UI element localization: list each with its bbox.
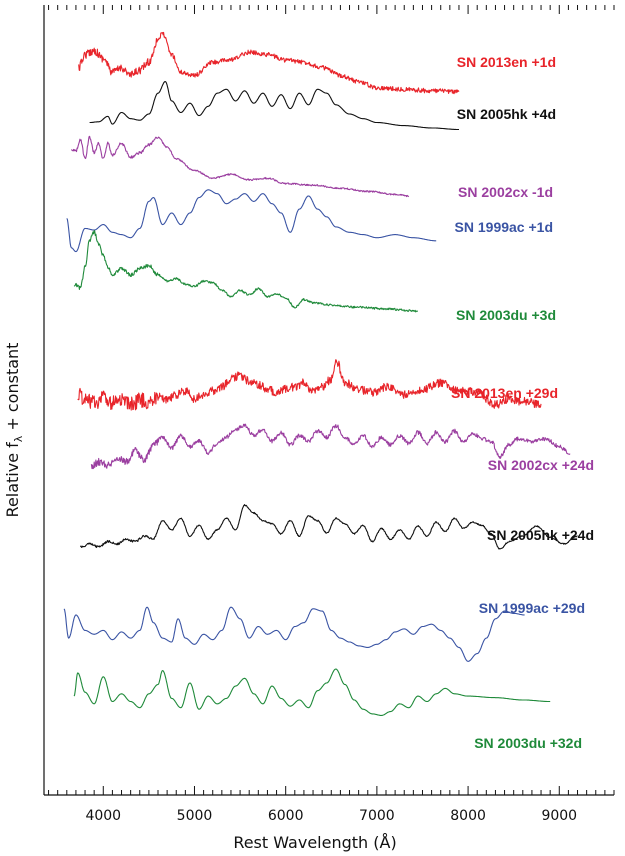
spectra-series: [63, 31, 578, 716]
series-label-sn-2003du-32d: SN 2003du +32d: [474, 735, 582, 751]
spectrum-sn-2003du-3d: [73, 230, 418, 313]
spectrum-sn-1999ac-29d: [63, 606, 525, 662]
series-label-sn-2002cx-1d: SN 2002cx -1d: [458, 184, 553, 200]
x-tick-label: 9000: [541, 808, 577, 824]
x-axis-ticks: [48, 5, 615, 795]
series-label-sn-1999ac-29d: SN 1999ac +29d: [479, 600, 585, 616]
x-axis-tick-labels: 4000 5000 6000 7000 8000 9000: [85, 808, 577, 824]
y-axis-title: Relative fλ + constant: [3, 343, 25, 518]
series-label-sn-2013en-29d: SN 2013en +29d: [451, 385, 558, 401]
series-label-sn-2013en-1d: SN 2013en +1d: [457, 54, 556, 70]
x-tick-label: 5000: [177, 808, 213, 824]
series-labels: SN 2013en +1d SN 2005hk +4d SN 2002cx -1d S…: [451, 54, 594, 751]
x-tick-label: 6000: [268, 808, 304, 824]
spectrum-sn-2013en-1d: [78, 31, 460, 95]
spectrum-sn-1999ac-1d: [66, 189, 437, 253]
plot-frame: [43, 5, 614, 796]
series-label-sn-2003du-3d: SN 2003du +3d: [456, 307, 556, 323]
spectrum-sn-2003du-32d: [73, 668, 551, 716]
spectrum-sn-2002cx-24d: [90, 423, 571, 470]
series-label-sn-2005hk-4d: SN 2005hk +4d: [457, 106, 556, 122]
y-axis-title-main: Relative f: [3, 442, 22, 518]
spectrum-sn-2002cx-1d: [70, 135, 410, 198]
x-tick-label: 7000: [359, 808, 395, 824]
series-label-sn-1999ac-1d: SN 1999ac +1d: [455, 219, 553, 235]
x-axis-title: Rest Wavelength (Å): [233, 833, 396, 852]
series-label-sn-2002cx-24d: SN 2002cx +24d: [488, 457, 594, 473]
x-tick-label: 4000: [85, 808, 121, 824]
y-axis-title-suffix: + constant: [3, 343, 22, 436]
x-tick-label: 8000: [450, 808, 486, 824]
spectrum-sn-2005hk-4d: [89, 81, 459, 131]
series-label-sn-2005hk-24d: SN 2005hk +24d: [487, 527, 594, 543]
spectrum-sn-2005hk-24d: [80, 504, 578, 550]
y-axis-title-subscript: λ: [12, 435, 25, 442]
spectrum-sn-2013en-29d: [77, 359, 542, 411]
